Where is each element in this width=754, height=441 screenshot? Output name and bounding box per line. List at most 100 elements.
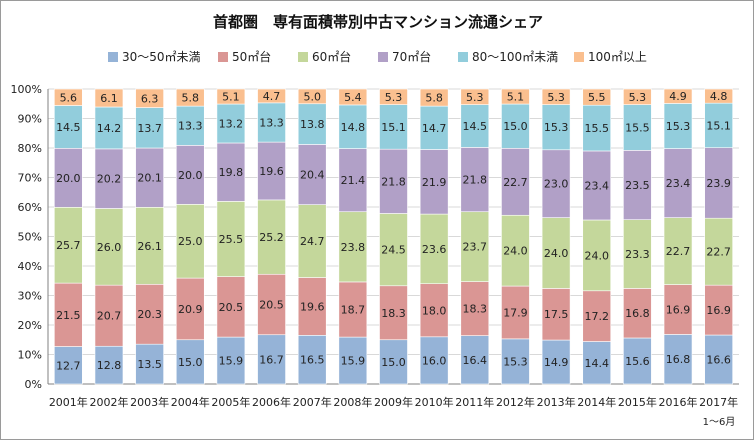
data-label: 16.8 [666, 353, 691, 366]
chart-title: 首都圏 専有面積帯別中古マンション流通シェア [213, 13, 543, 31]
data-label: 5.3 [385, 91, 403, 104]
data-label: 16.9 [706, 304, 731, 317]
data-label: 5.4 [344, 91, 362, 104]
data-label: 5.3 [547, 91, 565, 104]
x-tick-label: 2012年 [496, 395, 535, 409]
bar-segment [419, 336, 449, 385]
data-label: 14.2 [97, 122, 122, 135]
bar-segment [663, 334, 693, 385]
x-tick-label: 2013年 [537, 395, 576, 409]
data-label: 26.1 [137, 240, 162, 253]
bar-segment [338, 104, 368, 149]
bar-segment [704, 284, 733, 336]
bar-segment [501, 103, 530, 149]
bar-segment [541, 339, 571, 385]
bar-segment [135, 107, 164, 149]
data-label: 20.4 [300, 169, 325, 182]
bar-segment [419, 149, 449, 215]
bar-segment [704, 334, 733, 385]
y-tick-label: 40% [18, 260, 42, 273]
bar-segment [623, 104, 652, 151]
legend-label: 60㎡台 [312, 49, 351, 64]
data-label: 21.8 [381, 175, 406, 188]
data-label: 14.8 [341, 121, 366, 134]
data-label: 14.7 [422, 122, 447, 135]
data-label: 26.0 [97, 241, 122, 254]
data-label: 6.1 [100, 92, 118, 105]
data-label: 15.0 [503, 120, 528, 133]
bar-segment [338, 88, 368, 106]
x-axis: 2001年 2002年 2003年 2004年 2005年 2006年 2007年 2008年… [49, 395, 738, 409]
data-label: 23.8 [341, 241, 366, 254]
legend-swatch [108, 52, 118, 62]
data-label: 16.0 [422, 354, 447, 367]
bar-segment [623, 337, 652, 385]
data-label: 17.2 [584, 310, 609, 323]
data-label: 17.5 [544, 308, 569, 321]
data-label: 20.5 [259, 298, 284, 311]
data-label: 21.4 [341, 174, 366, 187]
data-label: 15.9 [219, 355, 244, 368]
bar-segment [623, 88, 652, 105]
data-label: 5.6 [60, 91, 78, 104]
data-label: 23.4 [584, 179, 609, 192]
bar-segment [379, 285, 408, 341]
bar-segment [135, 283, 164, 345]
data-label: 15.9 [341, 355, 366, 368]
bar-segment [94, 208, 124, 286]
data-label: 23.7 [463, 241, 488, 254]
bar-segment [460, 104, 490, 148]
bar-segment [704, 217, 733, 286]
data-label: 25.0 [178, 235, 203, 248]
bar-segment [216, 103, 246, 144]
data-label: 5.8 [425, 92, 443, 105]
data-label: 18.7 [341, 304, 366, 317]
bar-segment [175, 204, 205, 279]
data-label: 5.3 [629, 91, 647, 104]
data-label: 5.1 [507, 91, 525, 104]
bar-segment [623, 150, 652, 220]
data-label: 25.7 [56, 239, 81, 252]
data-label: 20.0 [178, 169, 203, 182]
data-label: 14.5 [463, 120, 488, 133]
x-tick-label: 2017年 [699, 395, 738, 409]
data-label: 15.5 [584, 122, 609, 135]
y-tick-label: 50% [18, 231, 42, 244]
bar-segment [257, 141, 286, 201]
bar-segment [94, 148, 124, 209]
legend-swatch [574, 52, 584, 62]
bar-segment [419, 213, 449, 285]
data-label: 14.4 [584, 357, 609, 370]
bar-segment [704, 102, 733, 149]
data-label: 15.0 [381, 356, 406, 369]
data-label: 25.2 [259, 231, 284, 244]
data-label: 15.3 [666, 120, 691, 133]
bar-segment [338, 336, 368, 385]
x-tick-label: 2016年 [659, 395, 698, 409]
data-label: 24.7 [300, 235, 325, 248]
bar-segment [257, 199, 286, 275]
y-tick-label: 90% [18, 113, 42, 126]
data-label: 12.8 [97, 359, 122, 372]
data-label: 15.6 [625, 355, 650, 368]
data-label: 15.1 [381, 121, 406, 134]
bar-segment [379, 88, 408, 105]
bar-segment [216, 142, 246, 202]
data-label: 22.7 [706, 246, 731, 259]
bar-segment [338, 148, 368, 213]
bar-segment [54, 105, 83, 149]
legend-swatch [218, 52, 228, 62]
bar-segment [94, 345, 124, 385]
bar-segment [582, 150, 612, 221]
legend-label: 70㎡台 [392, 49, 431, 64]
bar-segment [54, 206, 83, 284]
x-tick-label: 2006年 [252, 395, 291, 409]
x-tick-label: 2009年 [374, 395, 413, 409]
bar-segment [704, 88, 733, 104]
data-label: 23.0 [544, 178, 569, 191]
bar-segment [135, 206, 164, 285]
x-tick-label: 2011年 [455, 395, 494, 409]
bar-segment [419, 105, 449, 150]
